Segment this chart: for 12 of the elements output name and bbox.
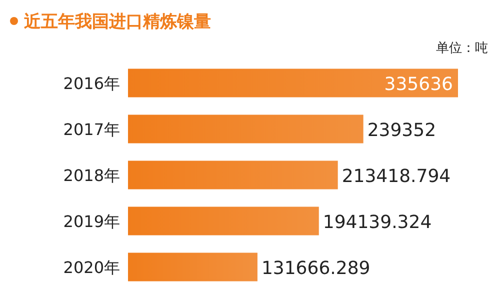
y-tick-label: 2019年 bbox=[63, 212, 120, 231]
data-label: 239352 bbox=[367, 120, 436, 141]
data-label: 213418.794 bbox=[342, 166, 451, 187]
data-label: 194139.324 bbox=[322, 212, 432, 233]
y-tick-label: 2017年 bbox=[63, 120, 120, 139]
y-tick-label: 2020年 bbox=[63, 258, 120, 277]
chart-title: 近五年我国进口精炼镍量 bbox=[23, 12, 211, 32]
text: 单位：吨 bbox=[436, 41, 488, 56]
data-label: 335636 bbox=[384, 74, 453, 95]
data-label: 131666.289 bbox=[261, 258, 370, 279]
y-tick-label: 2016年 bbox=[63, 74, 120, 93]
y-tick-label: 2018年 bbox=[63, 166, 120, 185]
